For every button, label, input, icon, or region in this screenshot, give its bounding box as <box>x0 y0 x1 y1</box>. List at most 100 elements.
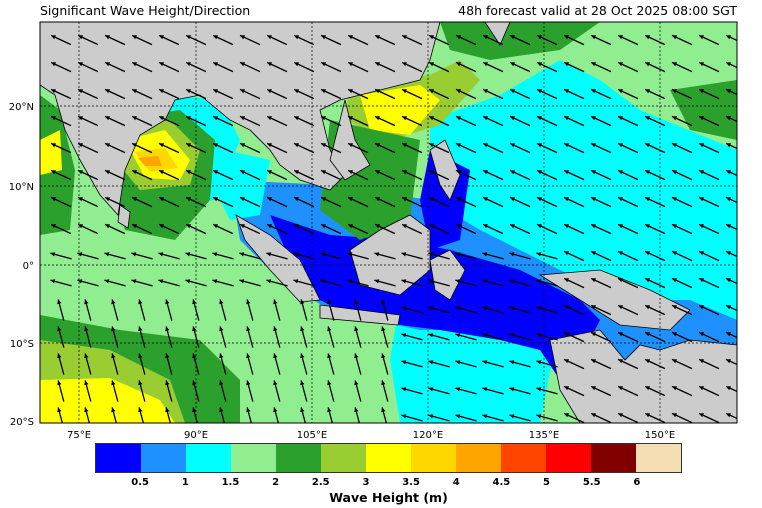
wave-direction-arrow-icon <box>482 387 504 395</box>
wave-direction-arrow-icon <box>536 360 558 368</box>
wave-direction-arrow-icon <box>563 196 585 208</box>
wave-direction-arrow-icon <box>455 414 477 422</box>
wave-direction-arrow-icon <box>300 353 308 375</box>
wave-direction-arrow-icon <box>273 326 281 348</box>
wave-direction-arrow-icon <box>509 414 531 422</box>
wave-direction-arrow-icon <box>239 88 261 100</box>
wave-direction-arrow-icon <box>428 223 450 235</box>
wave-direction-arrow-icon <box>293 169 315 181</box>
wave-direction-arrow-icon <box>401 115 423 127</box>
wave-direction-arrow-icon <box>509 360 531 368</box>
band-2-2.5m <box>440 22 600 60</box>
wave-direction-arrow-icon <box>354 353 362 375</box>
wave-direction-arrow-icon <box>347 196 369 208</box>
wave-direction-arrow-icon <box>617 412 639 423</box>
wave-direction-arrow-icon <box>104 252 126 260</box>
wave-direction-arrow-icon <box>698 34 720 46</box>
wave-direction-arrow-icon <box>320 169 342 181</box>
wave-direction-arrow-icon <box>671 61 693 73</box>
wave-direction-arrow-icon <box>725 169 737 177</box>
wave-direction-arrow-icon <box>104 115 126 127</box>
wave-direction-arrow-icon <box>725 142 737 150</box>
colorbar-tick: 2.5 <box>311 477 330 488</box>
wave-direction-arrow-icon <box>725 331 737 339</box>
wave-direction-arrow-icon <box>428 360 450 368</box>
colorbar-tick: 3 <box>362 477 370 488</box>
borneo <box>349 214 431 296</box>
wave-direction-arrow-icon <box>428 34 450 46</box>
wave-direction-arrow-icon <box>698 331 720 343</box>
wave-direction-arrow-icon <box>212 34 234 46</box>
wave-direction-arrow-icon <box>482 142 504 154</box>
sri-lanka <box>117 204 131 229</box>
wave-direction-arrow-icon <box>671 196 693 208</box>
wave-direction-arrow-icon <box>185 223 207 235</box>
wave-direction-arrow-icon <box>536 196 558 208</box>
wave-direction-arrow-icon <box>320 61 342 73</box>
wave-direction-arrow-icon <box>644 34 666 46</box>
wave-direction-arrow-icon <box>698 115 720 127</box>
wave-direction-arrow-icon <box>104 142 126 154</box>
wave-direction-arrow-icon <box>509 196 531 208</box>
wave-direction-arrow-icon <box>563 277 585 289</box>
colorbar-tick: 1 <box>181 477 189 488</box>
wave-direction-arrow-icon <box>131 142 153 154</box>
wave-direction-arrow-icon <box>212 169 234 181</box>
wave-direction-arrow-icon <box>482 196 504 208</box>
band-1-1.5m <box>215 150 270 220</box>
wave-direction-arrow-icon <box>50 88 72 100</box>
wave-direction-arrow-icon <box>50 61 72 73</box>
wave-direction-arrow-icon <box>239 115 261 127</box>
wave-direction-arrow-icon <box>428 115 450 127</box>
wave-direction-arrow-icon <box>428 306 450 314</box>
wave-direction-arrow-icon <box>725 277 737 285</box>
wave-direction-arrow-icon <box>509 169 531 181</box>
wave-direction-arrow-icon <box>428 414 450 422</box>
wave-direction-arrow-icon <box>111 407 118 423</box>
colorbar-tick: 3.5 <box>402 477 420 488</box>
wave-direction-arrow-icon <box>644 223 666 235</box>
wave-direction-arrow-icon <box>327 353 335 375</box>
wave-direction-arrow-icon <box>158 61 180 73</box>
wave-direction-arrow-icon <box>536 61 558 73</box>
wave-direction-arrow-icon <box>219 353 227 375</box>
wave-direction-arrow-icon <box>590 34 612 46</box>
wave-direction-arrow-icon <box>455 61 477 73</box>
colorbar-swatch <box>546 444 591 472</box>
wave-direction-arrow-icon <box>219 407 226 423</box>
wave-direction-arrow-icon <box>725 115 737 123</box>
wave-direction-arrow-icon <box>104 34 126 46</box>
wave-direction-arrow-icon <box>401 34 423 46</box>
wave-direction-arrow-icon <box>374 115 396 127</box>
wave-direction-arrow-icon <box>131 88 153 100</box>
wave-direction-arrow-icon <box>246 299 254 321</box>
wave-direction-arrow-icon <box>131 196 153 208</box>
wave-direction-arrow-icon <box>246 353 254 375</box>
wave-direction-arrow-icon <box>428 279 450 287</box>
wave-direction-arrow-icon <box>698 358 720 370</box>
lon-tick: 120°E <box>413 430 443 440</box>
wave-direction-arrow-icon <box>698 250 720 262</box>
wave-direction-arrow-icon <box>536 387 558 395</box>
wave-direction-arrow-icon <box>590 88 612 100</box>
wave-direction-arrow-icon <box>644 250 666 262</box>
wave-direction-arrow-icon <box>104 279 126 287</box>
wave-direction-arrow-icon <box>381 353 389 375</box>
wave-direction-arrow-icon <box>509 115 531 127</box>
wave-direction-arrow-icon <box>536 333 558 341</box>
wave-direction-arrow-icon <box>158 223 180 235</box>
wave-direction-arrow-icon <box>219 380 227 402</box>
band-3-3.5m <box>40 378 175 423</box>
wave-direction-arrow-icon <box>374 142 396 154</box>
wave-direction-arrow-icon <box>428 142 450 154</box>
wave-direction-arrow-icon <box>320 142 342 154</box>
wave-direction-arrow-icon <box>158 115 180 127</box>
wave-direction-arrow-icon <box>77 279 99 287</box>
colorbar-swatch <box>411 444 456 472</box>
wave-direction-arrow-icon <box>381 299 389 321</box>
wave-direction-arrow-icon <box>320 34 342 46</box>
wave-direction-arrow-icon <box>536 223 558 235</box>
wave-direction-arrow-icon <box>455 88 477 100</box>
wave-direction-arrow-icon <box>428 196 450 208</box>
wave-direction-arrow-icon <box>671 250 693 262</box>
